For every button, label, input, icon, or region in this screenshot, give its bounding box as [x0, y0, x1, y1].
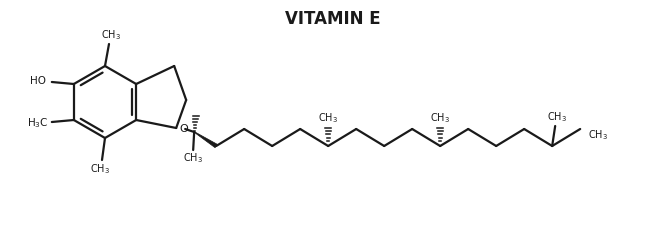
Text: CH$_3$: CH$_3$: [318, 111, 338, 125]
Text: H$_3$C: H$_3$C: [27, 116, 49, 130]
Text: HO: HO: [30, 76, 46, 86]
Text: CH$_3$: CH$_3$: [183, 151, 203, 165]
Text: CH$_3$: CH$_3$: [547, 110, 567, 124]
Text: O: O: [180, 124, 188, 134]
Polygon shape: [193, 131, 217, 148]
Text: CH$_3$: CH$_3$: [90, 162, 110, 176]
Text: CH$_3$: CH$_3$: [101, 28, 121, 42]
Text: CH$_3$: CH$_3$: [430, 111, 450, 125]
Text: CH$_3$: CH$_3$: [588, 128, 608, 142]
Text: VITAMIN E: VITAMIN E: [285, 10, 381, 28]
